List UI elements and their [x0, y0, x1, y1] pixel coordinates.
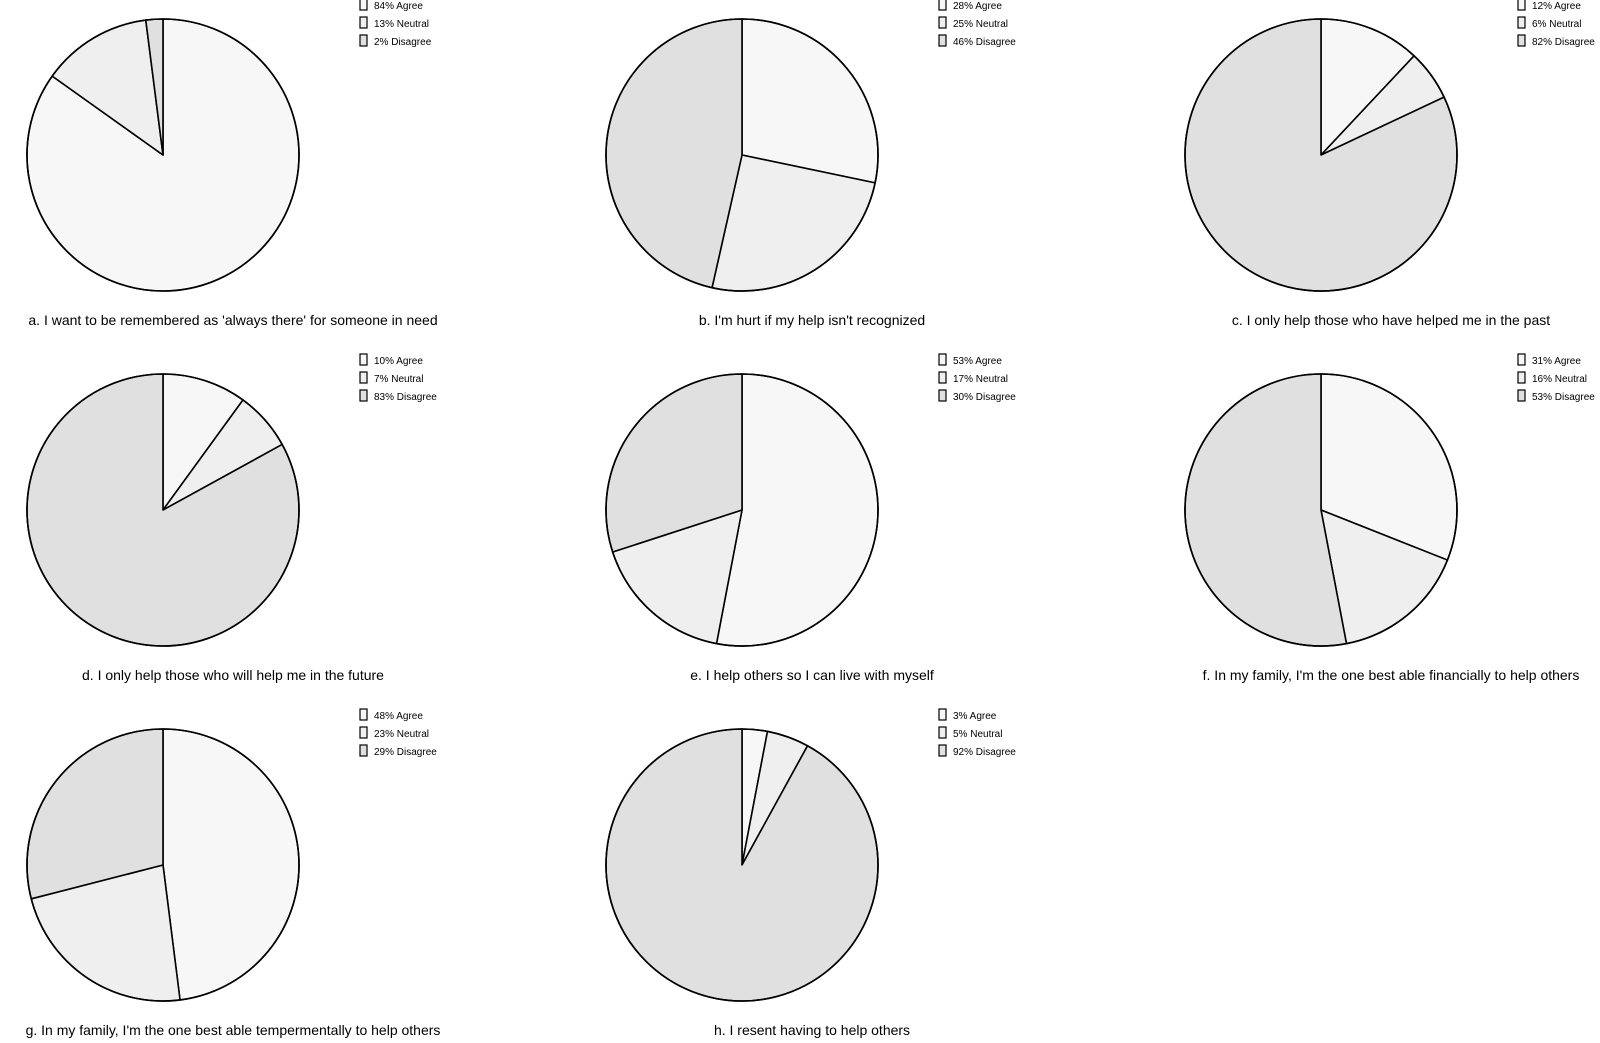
legend-swatch-disagree — [1517, 34, 1526, 47]
legend-swatch-agree — [1517, 353, 1526, 366]
pie-outline — [26, 18, 300, 292]
legend-label-disagree: 30% Disagree — [953, 392, 1016, 403]
pie-chart-e: 53% Agree 17% Neutral 30% Disagree e. I hel… — [605, 353, 1016, 683]
pie-chart-c: 12% Agree 6% Neutral 82% Disagree c. I only… — [1184, 0, 1595, 328]
legend-label-agree: 84% Agree — [374, 1, 423, 12]
legend-swatch-neutral — [359, 16, 368, 29]
chart-caption: b. I'm hurt if my help isn't recognized — [699, 312, 925, 328]
legend-label-disagree: 83% Disagree — [374, 392, 437, 403]
pie-chart-a: 84% Agree 13% Neutral 2% Disagree a. I want… — [26, 0, 438, 328]
legend-swatch-neutral — [359, 371, 368, 384]
chart-caption: h. I resent having to help others — [714, 1022, 910, 1038]
legend-label-agree: 31% Agree — [1532, 356, 1581, 367]
legend-label-neutral: 23% Neutral — [374, 729, 429, 740]
pie-outline — [605, 18, 879, 292]
legend-label-disagree: 92% Disagree — [953, 747, 1016, 758]
legend-label-agree: 48% Agree — [374, 711, 423, 722]
legend-label-neutral: 13% Neutral — [374, 19, 429, 30]
legend-label-neutral: 16% Neutral — [1532, 374, 1587, 385]
legend-label-neutral: 7% Neutral — [374, 374, 423, 385]
pie-chart-h: 3% Agree 5% Neutral 92% Disagree h. I resen… — [605, 708, 1016, 1038]
pie-chart-g: 48% Agree 23% Neutral 29% Disagree g. In my… — [26, 708, 441, 1038]
legend-swatch-disagree — [359, 389, 368, 402]
pie-slice-agree — [741, 18, 879, 184]
legend-swatch-disagree — [938, 744, 947, 757]
pie-outline — [605, 728, 879, 1002]
legend-label-disagree: 29% Disagree — [374, 747, 437, 758]
legend-swatch-neutral — [938, 371, 947, 384]
pie-outline — [1184, 373, 1458, 647]
legend-swatch-neutral — [1517, 371, 1526, 384]
legend-label-neutral: 17% Neutral — [953, 374, 1008, 385]
legend-swatch-agree — [938, 0, 947, 11]
pie-outline — [1184, 18, 1458, 292]
legend-label-disagree: 2% Disagree — [374, 37, 432, 48]
pie-chart-d: 10% Agree 7% Neutral 83% Disagree d. I only… — [26, 353, 437, 683]
chart-caption: e. I help others so I can live with myse… — [690, 667, 934, 683]
legend-label-agree: 3% Agree — [953, 711, 997, 722]
chart-caption: a. I want to be remembered as 'always th… — [28, 312, 437, 328]
legend-swatch-agree — [359, 0, 368, 11]
pie-chart-f: 31% Agree 16% Neutral 53% Disagree f. In my… — [1184, 353, 1595, 683]
legend-label-agree: 10% Agree — [374, 356, 423, 367]
legend-swatch-neutral — [1517, 16, 1526, 29]
chart-caption: c. I only help those who have helped me … — [1232, 312, 1550, 328]
legend-swatch-agree — [359, 708, 368, 721]
chart-caption: d. I only help those who will help me in… — [82, 667, 384, 683]
chart-caption: f. In my family, I'm the one best able f… — [1203, 667, 1580, 683]
legend-label-neutral: 5% Neutral — [953, 729, 1002, 740]
legend-swatch-agree — [359, 353, 368, 366]
legend-swatch-agree — [938, 353, 947, 366]
legend-label-neutral: 6% Neutral — [1532, 19, 1581, 30]
pie-slice-disagree — [605, 18, 743, 289]
legend-label-disagree: 82% Disagree — [1532, 37, 1595, 48]
legend-label-agree: 28% Agree — [953, 1, 1002, 12]
legend-label-disagree: 53% Disagree — [1532, 392, 1595, 403]
pie-outline — [605, 373, 879, 647]
chart-caption: g. In my family, I'm the one best able t… — [26, 1022, 441, 1038]
legend-swatch-neutral — [359, 726, 368, 739]
legend-label-agree: 12% Agree — [1532, 1, 1581, 12]
legend-label-agree: 53% Agree — [953, 356, 1002, 367]
legend-swatch-disagree — [938, 34, 947, 47]
legend-label-neutral: 25% Neutral — [953, 19, 1008, 30]
legend-swatch-agree — [1517, 0, 1526, 11]
pie-chart-b: 28% Agree 25% Neutral 46% Disagree b. I'm h… — [605, 0, 1016, 328]
legend-swatch-disagree — [359, 34, 368, 47]
legend-swatch-neutral — [938, 726, 947, 739]
legend-swatch-agree — [938, 708, 947, 721]
legend-swatch-disagree — [938, 389, 947, 402]
pie-slice-disagree — [605, 728, 879, 1002]
pie-outline — [26, 728, 300, 1002]
legend-swatch-disagree — [359, 744, 368, 757]
legend-swatch-disagree — [1517, 389, 1526, 402]
pie-outline — [26, 373, 300, 647]
legend-label-disagree: 46% Disagree — [953, 37, 1016, 48]
legend-swatch-neutral — [938, 16, 947, 29]
pie-slice-agree — [162, 728, 300, 1001]
